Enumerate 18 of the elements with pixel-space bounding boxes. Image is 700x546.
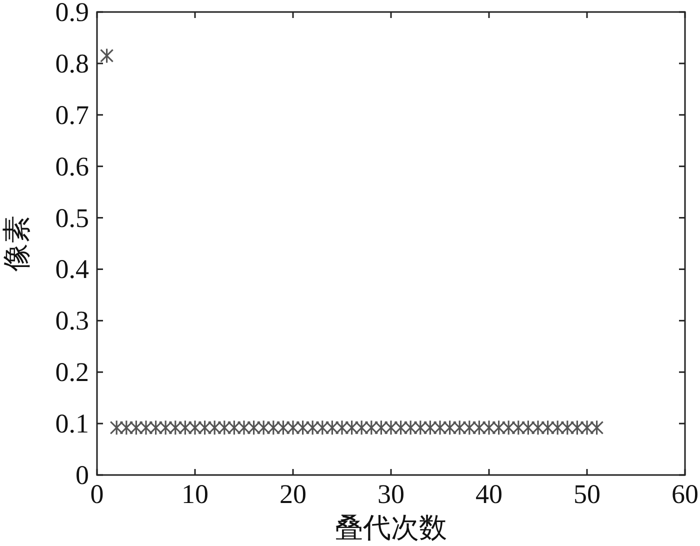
x-tick-label: 50 xyxy=(574,479,600,509)
y-tick-label: 0.6 xyxy=(55,151,89,182)
x-tick-label: 40 xyxy=(476,479,502,509)
x-tick-label: 20 xyxy=(280,479,306,509)
y-tick-label: 0.8 xyxy=(55,48,89,78)
y-tick-label: 0.2 xyxy=(55,357,89,388)
x-tick-label: 60 xyxy=(672,479,698,509)
y-tick-label: 0.3 xyxy=(55,306,89,336)
y-axis-title: 像素 xyxy=(2,216,33,272)
x-tick-label: 10 xyxy=(182,479,208,509)
y-tick-label: 0 xyxy=(76,460,89,490)
x-tick-label: 30 xyxy=(378,479,404,509)
y-tick-label: 0.9 xyxy=(55,0,89,27)
x-axis-title: 叠代次数 xyxy=(335,513,447,544)
y-tick-label: 0.5 xyxy=(55,202,89,233)
y-tick-label: 0.1 xyxy=(55,408,89,439)
y-tick-label: 0.4 xyxy=(55,254,90,284)
y-tick-label: 0.7 xyxy=(55,100,89,130)
